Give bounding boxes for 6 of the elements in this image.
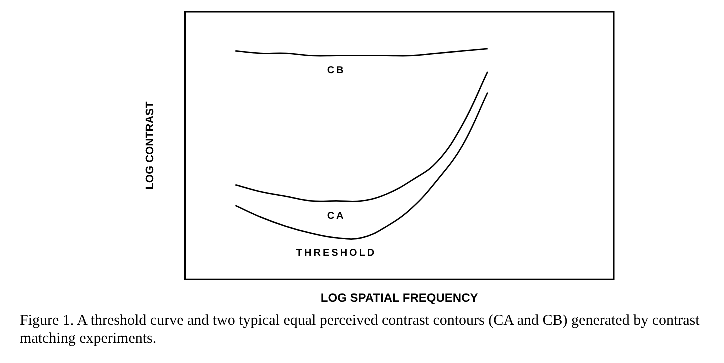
caption: Figure 1. A threshold curve and two typical equal perceived contrast contours (CA and CB) generated by contrast matching experiments. xyxy=(20,312,701,348)
series-label: CB xyxy=(327,66,346,77)
y-axis-title: LOG CONTRAST xyxy=(144,102,157,190)
series-label: THRESHOLD xyxy=(296,248,377,259)
x-axis-title: LOG SPATIAL FREQUENCY xyxy=(320,291,478,306)
series-label: CA xyxy=(327,210,346,222)
